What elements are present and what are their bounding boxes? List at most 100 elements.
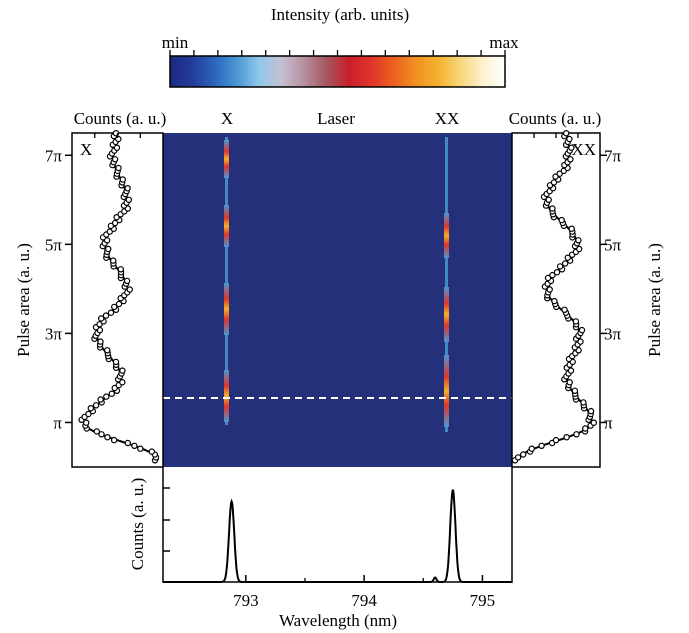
x-counts-point [92, 402, 100, 409]
xx-counts-point [567, 367, 575, 374]
xx-counts-point [538, 442, 545, 449]
x-counts-point [93, 428, 101, 435]
x-counts-point [125, 196, 133, 203]
xx-counts-point [590, 419, 598, 426]
x-counts-point [119, 367, 126, 374]
xx-counts-point [571, 387, 579, 394]
x-counts-point [85, 410, 92, 418]
spectrum-axes [162, 467, 513, 583]
x-counts-point [87, 405, 95, 412]
x-counts-point [115, 164, 122, 172]
x-counts-point [124, 439, 132, 447]
x-counts-point [115, 300, 123, 308]
xx-corner-label: XX [571, 140, 596, 159]
xx-counts-point [566, 135, 573, 143]
left-y-tick-label: 5π [45, 235, 63, 254]
x-counts-point [113, 144, 121, 151]
x-counts-panel: Counts (a. u.) X π 3π 5π 7π Pulse area (a. … [14, 109, 167, 468]
xx-line-base [445, 137, 448, 432]
colorbar-title: Intensity (arb. units) [271, 5, 409, 24]
xx-counts-point [550, 179, 558, 186]
xx-streak-3pi [444, 287, 449, 342]
xx-counts-point [544, 274, 552, 282]
left-y-axis-label: Pulse area (a. u.) [14, 243, 33, 357]
spectrum-y-axis-label: Counts (a. u.) [128, 478, 147, 571]
x-counts-point [108, 390, 116, 397]
xx-counts-point [552, 436, 560, 444]
x-counts-point [103, 237, 111, 244]
right-y-axis: π 3π 5π 7π [533, 133, 622, 432]
x-streak-pi [224, 370, 229, 422]
left-y-axis: π 3π 5π 7π [45, 133, 141, 432]
xx-counts-panel: Counts (a. u.) XX π 3π 5π 7π Pulse area (a.… [509, 109, 664, 468]
colorbar: Intensity (arb. units) min max [162, 5, 519, 88]
x-counts-point [119, 176, 127, 183]
right-y-tick-label: 7π [604, 146, 622, 165]
xx-counts-point [563, 434, 570, 441]
xx-counts-point [580, 399, 587, 406]
xx-counts-point [551, 297, 558, 305]
xx-counts-point [567, 156, 574, 163]
xx-counts-point [561, 306, 568, 313]
xx-counts-point [549, 205, 556, 212]
x-counts-point [131, 442, 138, 449]
xx-counts-point [577, 338, 584, 345]
xx-streak-5pi [444, 213, 449, 258]
x-counts-point [126, 286, 134, 293]
x-corner-label: X [80, 140, 92, 159]
spectrum-x-tick-label: 794 [351, 591, 377, 610]
x-emission-line [224, 137, 229, 425]
left-y-tick-label: π [53, 413, 62, 432]
x-streak-3pi [224, 283, 229, 335]
right-y-axis-label: Pulse area (a. u.) [645, 243, 664, 357]
left-y-tick-label: 7π [45, 146, 63, 165]
heatmap-label-x: X [221, 109, 233, 128]
colorbar-ticks [169, 50, 506, 56]
x-counts-point [110, 303, 118, 311]
x-counts-point [104, 245, 112, 253]
xx-counts-point [514, 454, 522, 461]
right-y-tick-label: 3π [604, 324, 622, 343]
x-counts-point [137, 445, 144, 452]
x-streak-5pi [224, 205, 229, 247]
x-counts-point [111, 156, 119, 163]
x-counts-point [111, 219, 119, 227]
xx-counts-point [573, 431, 580, 438]
x-counts-point [103, 347, 111, 354]
heatmap-panel: X Laser XX [163, 109, 512, 467]
xx-counts-point [564, 254, 572, 261]
spectrum-curve [163, 489, 512, 583]
x-counts-point [119, 379, 126, 386]
right-y-tick-label: π [604, 413, 613, 432]
x-counts-point [123, 277, 131, 285]
x-counts-point [103, 393, 110, 400]
x-counts-point [97, 315, 105, 322]
x-counts-title: Counts (a. u.) [74, 109, 167, 128]
x-counts-point [102, 312, 110, 319]
xx-emission-line [444, 137, 449, 432]
left-y-tick-label: 3π [45, 324, 63, 343]
xx-counts-point [587, 407, 595, 415]
colorbar-max-label: max [489, 33, 519, 52]
xx-counts-point [556, 263, 564, 270]
xx-counts-point [545, 196, 552, 203]
xx-counts-point [563, 129, 570, 137]
x-counts-point [107, 222, 115, 230]
xx-counts-point [552, 173, 559, 180]
x-counts-point [117, 266, 125, 273]
x-counts-point [109, 257, 117, 264]
x-line-base [225, 137, 228, 425]
spectrum-x-tick-label: 793 [233, 591, 259, 610]
xx-counts-point [520, 451, 527, 458]
heatmap-label-xx: XX [435, 109, 460, 128]
xx-counts-point [576, 245, 583, 253]
x-streak-7pi [224, 140, 229, 178]
xx-counts-point [568, 225, 575, 232]
x-counts-point [110, 436, 118, 444]
x-counts-point [148, 448, 155, 455]
heatmap-background [163, 133, 512, 467]
spectrum-x-axis: 793 794 795 [233, 575, 495, 610]
colorbar-gradient [169, 55, 506, 88]
spectrum-x-tick-label: 795 [470, 591, 496, 610]
